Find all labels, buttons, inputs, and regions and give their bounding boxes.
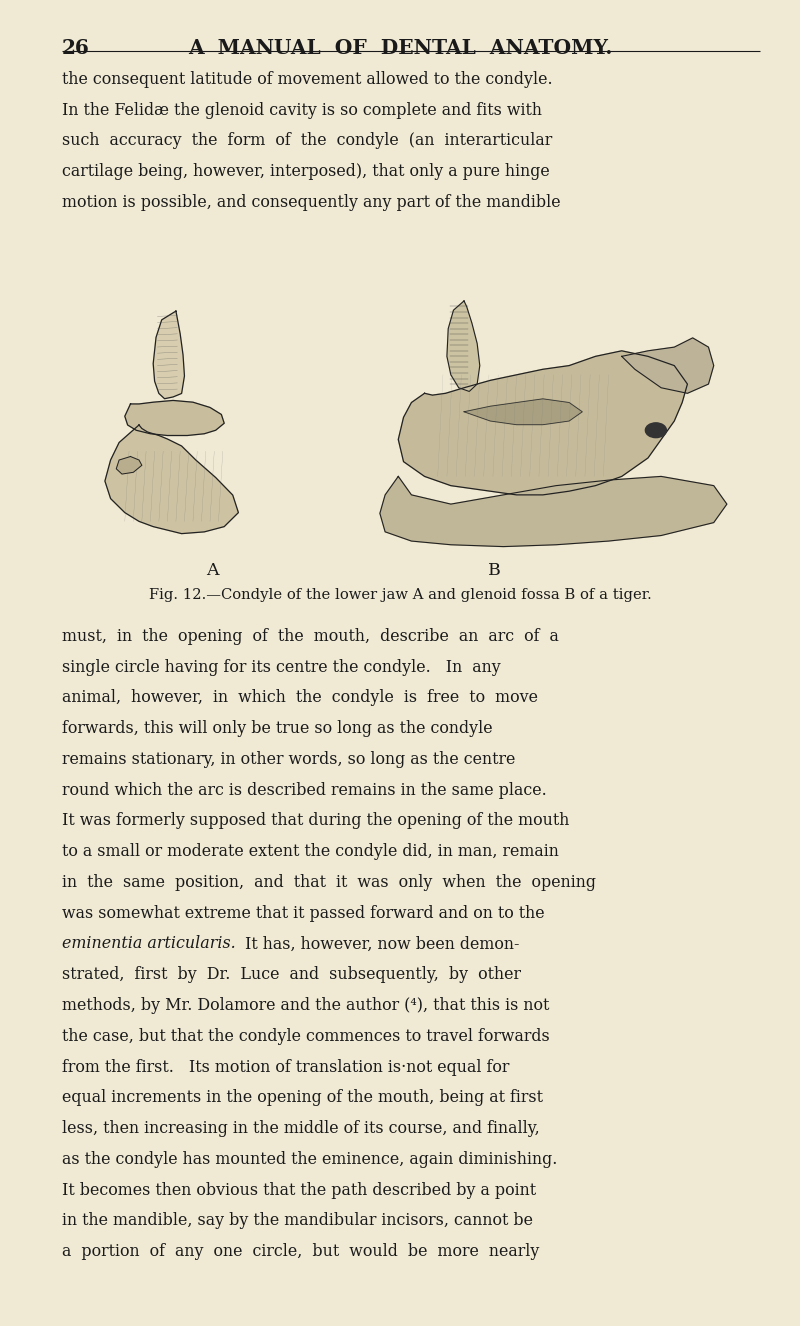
Polygon shape — [622, 338, 714, 394]
Text: from the first.   Its motion of translation is·not equal for: from the first. Its motion of translatio… — [62, 1058, 509, 1075]
Text: methods, by Mr. Dolamore and the author (⁴), that this is not: methods, by Mr. Dolamore and the author … — [62, 997, 549, 1014]
Text: forwards, this will only be true so long as the condyle: forwards, this will only be true so long… — [62, 720, 492, 737]
Text: remains stationary, in other words, so long as the centre: remains stationary, in other words, so l… — [62, 751, 515, 768]
Text: It becomes then obvious that the path described by a point: It becomes then obvious that the path de… — [62, 1181, 536, 1199]
Text: equal increments in the opening of the mouth, being at first: equal increments in the opening of the m… — [62, 1090, 542, 1106]
Text: B: B — [488, 562, 501, 578]
Text: It was formerly supposed that during the opening of the mouth: It was formerly supposed that during the… — [62, 813, 569, 830]
Text: must,  in  the  opening  of  the  mouth,  describe  an  arc  of  a: must, in the opening of the mouth, descr… — [62, 627, 558, 644]
Text: to a small or moderate extent the condyle did, in man, remain: to a small or moderate extent the condyl… — [62, 843, 558, 861]
Text: 26: 26 — [62, 37, 90, 58]
Text: Fig. 12.—Condyle of the lower jaw A and glenoid fossa B of a tiger.: Fig. 12.—Condyle of the lower jaw A and … — [149, 589, 651, 602]
Polygon shape — [380, 476, 727, 546]
Text: A  MANUAL  OF  DENTAL  ANATOMY.: A MANUAL OF DENTAL ANATOMY. — [188, 37, 612, 58]
Circle shape — [646, 423, 666, 438]
Polygon shape — [105, 424, 238, 533]
Text: as the condyle has mounted the eminence, again diminishing.: as the condyle has mounted the eminence,… — [62, 1151, 557, 1168]
Polygon shape — [398, 351, 687, 495]
Text: was somewhat extreme that it passed forward and on to the: was somewhat extreme that it passed forw… — [62, 904, 544, 922]
Text: It has, however, now been demon-: It has, however, now been demon- — [235, 936, 520, 952]
Text: eminentia articularis.: eminentia articularis. — [62, 936, 235, 952]
Text: such  accuracy  the  form  of  the  condyle  (an  interarticular: such accuracy the form of the condyle (a… — [62, 133, 552, 150]
Text: less, then increasing in the middle of its course, and finally,: less, then increasing in the middle of i… — [62, 1120, 539, 1138]
Text: single circle having for its centre the condyle.   In  any: single circle having for its centre the … — [62, 659, 500, 676]
Text: motion is possible, and consequently any part of the mandible: motion is possible, and consequently any… — [62, 194, 560, 211]
Polygon shape — [447, 301, 480, 391]
Text: animal,  however,  in  which  the  condyle  is  free  to  move: animal, however, in which the condyle is… — [62, 690, 538, 707]
Text: round which the arc is described remains in the same place.: round which the arc is described remains… — [62, 782, 546, 798]
Polygon shape — [116, 456, 142, 475]
Polygon shape — [154, 312, 185, 399]
Text: the case, but that the condyle commences to travel forwards: the case, but that the condyle commences… — [62, 1028, 550, 1045]
Text: in the mandible, say by the mandibular incisors, cannot be: in the mandible, say by the mandibular i… — [62, 1212, 533, 1229]
Polygon shape — [464, 399, 582, 424]
Text: a  portion  of  any  one  circle,  but  would  be  more  nearly: a portion of any one circle, but would b… — [62, 1244, 539, 1260]
Polygon shape — [125, 400, 224, 435]
Text: the consequent latitude of movement allowed to the condyle.: the consequent latitude of movement allo… — [62, 70, 552, 88]
Text: A: A — [206, 562, 218, 578]
Text: in  the  same  position,  and  that  it  was  only  when  the  opening: in the same position, and that it was on… — [62, 874, 595, 891]
Text: In the Felidæ the glenoid cavity is so complete and fits with: In the Felidæ the glenoid cavity is so c… — [62, 102, 542, 119]
Text: cartilage being, however, interposed), that only a pure hinge: cartilage being, however, interposed), t… — [62, 163, 550, 180]
Text: strated,  first  by  Dr.  Luce  and  subsequently,  by  other: strated, first by Dr. Luce and subsequen… — [62, 967, 521, 984]
